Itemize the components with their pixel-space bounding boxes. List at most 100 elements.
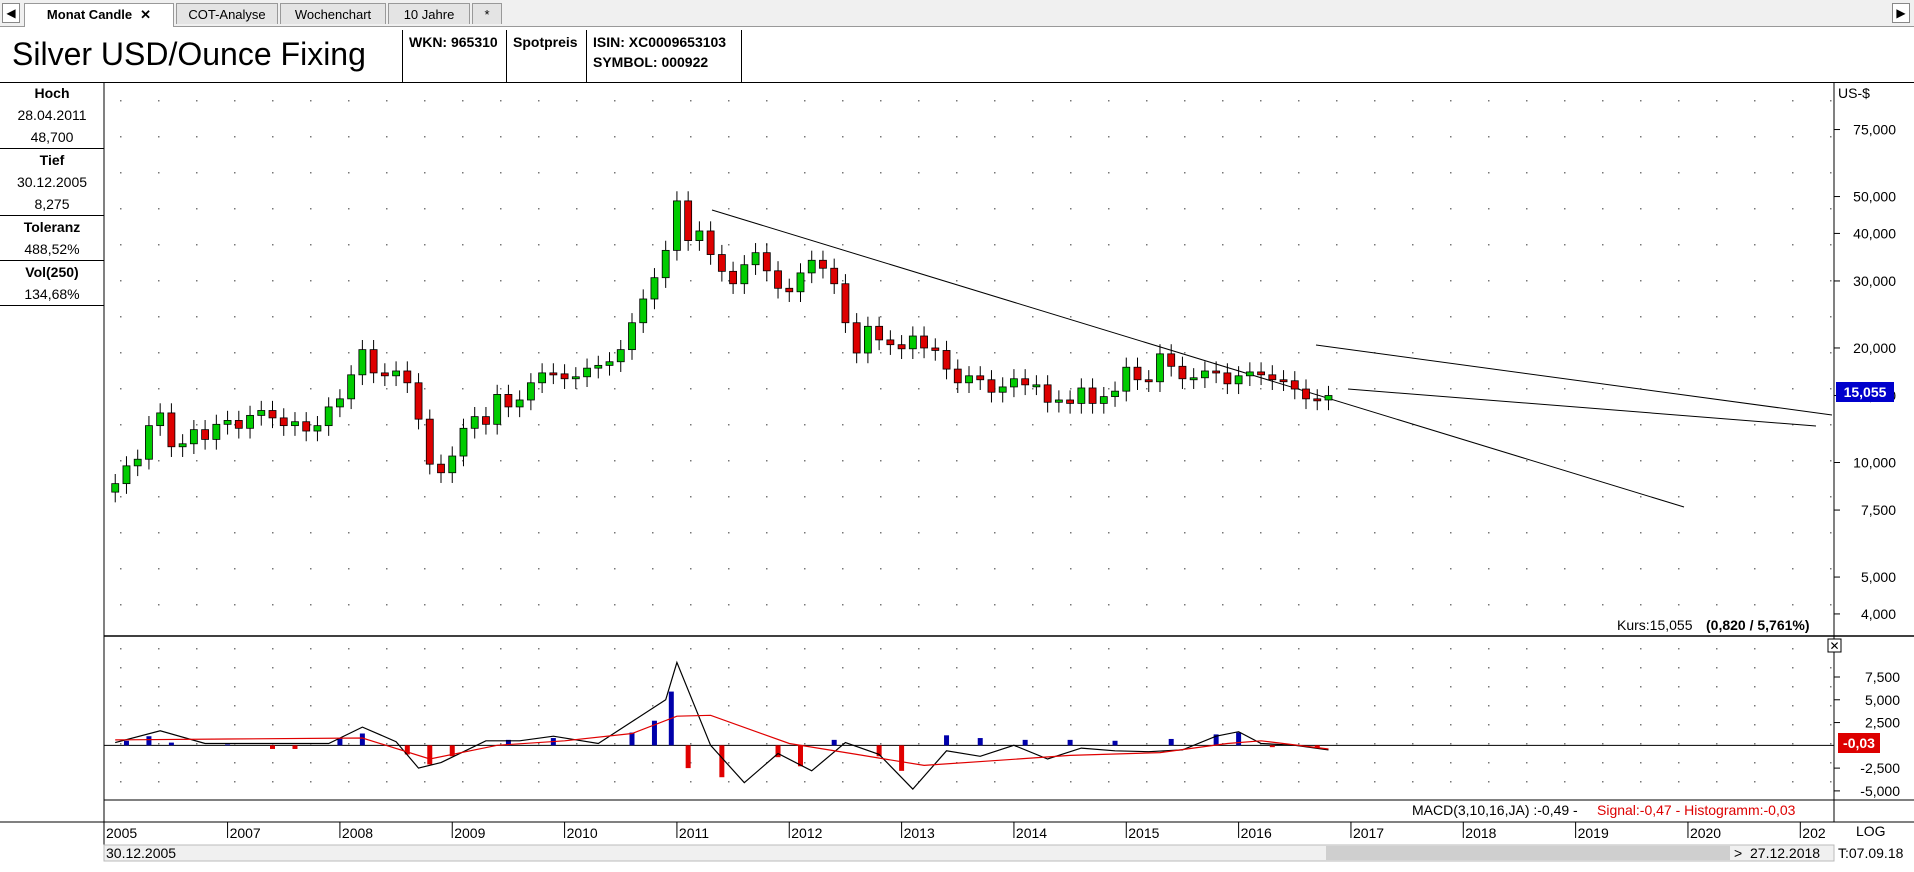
grid-dot <box>1412 532 1414 534</box>
grid-dot <box>196 724 198 726</box>
grid-dot <box>728 388 730 390</box>
y-tick-label: 40,000 <box>1853 225 1896 241</box>
grid-dot <box>500 172 502 174</box>
grid-dot <box>690 496 692 498</box>
time-label: T:07.09.18 <box>1838 845 1904 861</box>
grid-dot <box>1222 388 1224 390</box>
grid-dot <box>1146 460 1148 462</box>
grid-dot <box>1792 743 1794 745</box>
grid-dot <box>1260 460 1262 462</box>
grid-dot <box>1830 244 1832 246</box>
grid-dot <box>1792 172 1794 174</box>
macd-close-button[interactable] <box>1827 638 1842 653</box>
grid-dot <box>158 100 160 102</box>
grid-dot <box>804 460 806 462</box>
grid-dot <box>918 352 920 354</box>
grid-dot <box>1298 136 1300 138</box>
tab-10-jahre[interactable]: 10 Jahre <box>388 3 470 24</box>
scrollbar-thumb[interactable] <box>1326 846 1730 860</box>
grid-dot <box>158 460 160 462</box>
grid-dot <box>614 316 616 318</box>
grid-dot <box>196 532 198 534</box>
grid-dot <box>196 100 198 102</box>
grid-dot <box>310 781 312 783</box>
trendlines <box>711 209 1833 508</box>
grid-dot <box>348 460 350 462</box>
grid-dot <box>1336 244 1338 246</box>
grid-dot <box>994 568 996 570</box>
grid-dot <box>1184 724 1186 726</box>
grid-dot <box>766 667 768 669</box>
grid-dot <box>804 388 806 390</box>
grid-dot <box>1298 100 1300 102</box>
grid-dot <box>1298 172 1300 174</box>
grid-dot <box>1678 762 1680 764</box>
candle <box>1010 378 1018 388</box>
type-box: Spotpreis <box>506 30 586 82</box>
grid-dot <box>956 100 958 102</box>
grid-dot <box>158 532 160 534</box>
tab-scroll-left-icon[interactable]: ◀ <box>2 3 20 23</box>
tab-new[interactable]: * <box>472 3 502 24</box>
grid-dot <box>1070 352 1072 354</box>
x-tick-label: 2017 <box>1353 825 1384 841</box>
grid-dot <box>1526 424 1528 426</box>
candle <box>571 376 580 380</box>
x-axis: 2005 2007 2008 2009 2010 2011 2012 2013 2014 2015… <box>103 822 1826 841</box>
grid-dot <box>538 172 540 174</box>
grid-dot <box>538 781 540 783</box>
grid-dot <box>120 781 122 783</box>
grid-dot <box>804 532 806 534</box>
grid-dot <box>1412 686 1414 688</box>
histogram-bar <box>685 745 691 769</box>
grid-dot <box>918 667 920 669</box>
grid-dot <box>1640 100 1642 102</box>
grid-dot <box>1564 316 1566 318</box>
grid-dot <box>1184 136 1186 138</box>
scroll-right-icon[interactable]: > <box>1734 845 1742 861</box>
grid-dot <box>1830 724 1832 726</box>
grid-dot <box>538 667 540 669</box>
tab-scroll-right-icon[interactable]: ▶ <box>1892 3 1910 23</box>
grid-dot <box>1374 244 1376 246</box>
log-toggle[interactable]: LOG <box>1856 823 1886 839</box>
grid-dot <box>1526 208 1528 210</box>
grid-dot <box>424 280 426 282</box>
grid-dot <box>1564 280 1566 282</box>
grid-dot <box>196 244 198 246</box>
grid-dot <box>1792 496 1794 498</box>
grid-dot <box>1222 136 1224 138</box>
tab-wochenchart[interactable]: Wochenchart <box>280 3 386 24</box>
grid-dot <box>1792 100 1794 102</box>
x-tick-label: 2007 <box>230 825 261 841</box>
grid-dot <box>234 705 236 707</box>
grid-dot <box>1336 743 1338 745</box>
grid-dot <box>310 388 312 390</box>
grid-dot <box>1374 743 1376 745</box>
grid-dot <box>842 460 844 462</box>
grid-dot <box>652 244 654 246</box>
grid-dot <box>272 781 274 783</box>
grid-dot <box>1830 316 1832 318</box>
grid-dot <box>728 460 730 462</box>
grid-dot <box>1336 352 1338 354</box>
grid-dot <box>1336 208 1338 210</box>
close-icon[interactable]: ✕ <box>140 7 152 22</box>
grid-dot <box>1070 316 1072 318</box>
grid-dot <box>348 686 350 688</box>
grid-dot <box>1754 724 1756 726</box>
grid-dot <box>728 172 730 174</box>
grid-dot <box>1260 244 1262 246</box>
grid-dot <box>1260 100 1262 102</box>
tab-cot-analyse[interactable]: COT-Analyse <box>176 3 278 24</box>
close-icon[interactable]: ✕ <box>1829 639 1839 653</box>
grid-dot <box>272 388 274 390</box>
grid-dot <box>766 686 768 688</box>
tab-monat-candle[interactable]: Monat Candle ✕ <box>24 3 174 27</box>
grid-dot <box>842 724 844 726</box>
histogram-bar <box>629 732 635 746</box>
grid-dot <box>272 762 274 764</box>
grid-dot <box>576 686 578 688</box>
grid-dot <box>1412 388 1414 390</box>
